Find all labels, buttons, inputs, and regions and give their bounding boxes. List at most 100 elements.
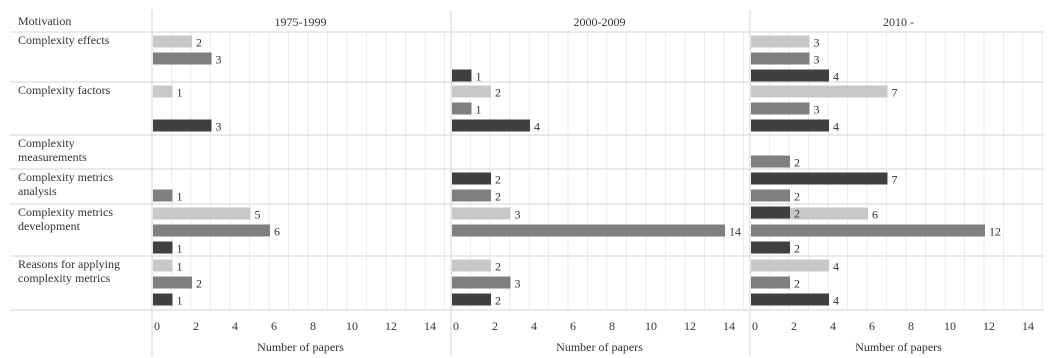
x-tick-label: 8 — [609, 319, 615, 333]
bar — [153, 85, 173, 98]
category-label: Complexity metrics — [18, 170, 113, 184]
x-tick-label: 14 — [424, 319, 436, 333]
bar-layer — [153, 35, 985, 306]
data-label: 2 — [495, 173, 501, 187]
bar — [751, 241, 790, 254]
bar — [452, 189, 491, 202]
data-label: 1 — [177, 190, 183, 204]
data-label: 2 — [794, 156, 800, 170]
bar — [751, 102, 810, 115]
x-tick-label: 6 — [271, 319, 277, 333]
category-label: Reasons for applying — [18, 257, 120, 271]
data-label: 7 — [892, 86, 898, 100]
data-label: 1 — [177, 294, 183, 308]
bar — [751, 293, 829, 306]
data-label: 4 — [833, 120, 839, 134]
bar — [452, 69, 472, 82]
bar — [751, 69, 829, 82]
x-tick-label: 14 — [1022, 319, 1034, 333]
bar — [452, 172, 491, 185]
x-tick-label: 10 — [645, 319, 657, 333]
text-layer: Motivation Complexity effects Complexity f… — [18, 14, 1034, 354]
bar — [751, 172, 888, 185]
data-label: 2 — [794, 207, 800, 221]
data-label: 12 — [989, 225, 1001, 239]
data-label: 4 — [833, 70, 839, 84]
x-tick-label: 0 — [752, 319, 758, 333]
x-tick-label: 6 — [869, 319, 875, 333]
x-tick-label: 8 — [908, 319, 914, 333]
data-label: 2 — [495, 260, 501, 274]
x-tick-label: 12 — [684, 319, 696, 333]
bar — [153, 119, 212, 132]
x-tick-label: 4 — [531, 319, 537, 333]
bar — [751, 85, 888, 98]
x-axis-label: Number of papers — [257, 340, 344, 354]
data-label: 1 — [177, 242, 183, 256]
x-tick-label: 2 — [492, 319, 498, 333]
data-label: 6 — [274, 225, 280, 239]
data-label: 2 — [495, 190, 501, 204]
bar — [153, 276, 192, 289]
bar — [452, 224, 725, 237]
frame-layer — [10, 10, 1044, 356]
x-tick-label: 10 — [944, 319, 956, 333]
data-label: 2 — [495, 86, 501, 100]
bar — [153, 293, 173, 306]
data-label: 2 — [196, 36, 202, 50]
bar — [452, 207, 511, 220]
x-tick-label: 8 — [310, 319, 316, 333]
panel-title: 1975-1999 — [275, 15, 327, 29]
bar — [153, 35, 192, 48]
data-label: 4 — [833, 260, 839, 274]
data-label: 14 — [729, 225, 741, 239]
x-tick-label: 12 — [983, 319, 995, 333]
bar — [751, 52, 810, 65]
data-label: 3 — [216, 53, 222, 67]
category-label: analysis — [18, 184, 57, 198]
category-label: Complexity effects — [18, 33, 110, 47]
data-label: 1 — [177, 260, 183, 274]
data-label: 2 — [196, 277, 202, 291]
bar — [452, 293, 491, 306]
x-axis-label: Number of papers — [855, 340, 942, 354]
bar — [153, 207, 251, 220]
bar — [751, 189, 790, 202]
data-label: 3 — [515, 208, 521, 222]
data-label: 2 — [794, 190, 800, 204]
data-label: 2 — [495, 294, 501, 308]
panel-title: 2000-2009 — [574, 15, 626, 29]
data-label: 3 — [814, 36, 820, 50]
data-label: 3 — [814, 103, 820, 117]
bar — [751, 224, 985, 237]
row-header-label: Motivation — [18, 14, 71, 28]
category-label: Complexity — [18, 136, 75, 150]
data-label: 1 — [476, 103, 482, 117]
x-tick-label: 4 — [830, 319, 836, 333]
data-label: 3 — [216, 120, 222, 134]
bar — [452, 102, 472, 115]
data-label: 4 — [534, 120, 540, 134]
data-label: 1 — [177, 86, 183, 100]
bar — [153, 189, 173, 202]
grid-layer — [171, 32, 1043, 310]
bar — [751, 119, 829, 132]
bar — [452, 85, 491, 98]
x-tick-label: 10 — [346, 319, 358, 333]
data-label: 2 — [794, 242, 800, 256]
bar — [452, 119, 530, 132]
data-label: 1 — [476, 70, 482, 84]
bar — [751, 206, 790, 219]
x-axis-label: Number of papers — [556, 340, 643, 354]
bar — [751, 259, 829, 272]
bar — [452, 259, 491, 272]
x-tick-label: 0 — [453, 319, 459, 333]
x-tick-label: 2 — [193, 319, 199, 333]
bar — [452, 276, 511, 289]
data-label: 7 — [892, 173, 898, 187]
bar — [153, 224, 270, 237]
bar — [153, 241, 173, 254]
data-label: 2 — [794, 277, 800, 291]
x-tick-label: 14 — [723, 319, 735, 333]
